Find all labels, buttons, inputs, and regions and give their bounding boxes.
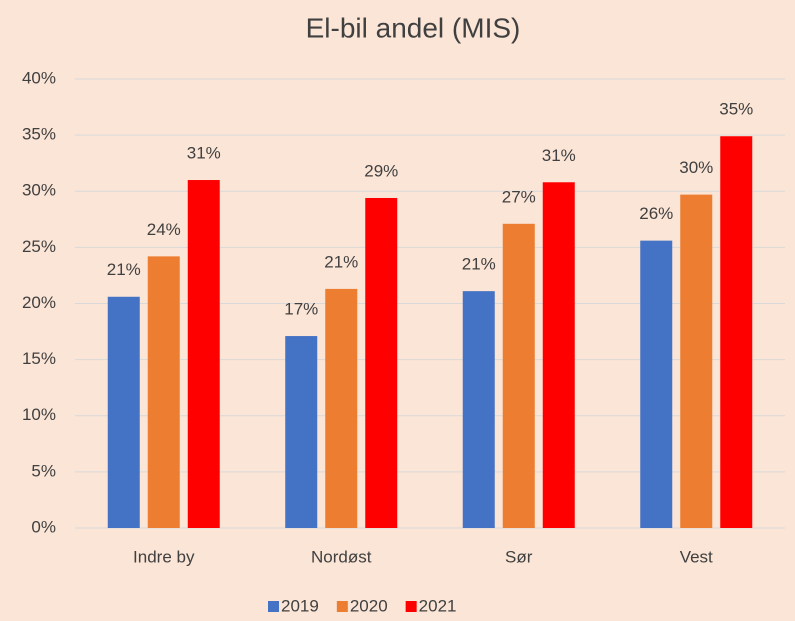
value-label: 21% xyxy=(462,255,496,274)
bar xyxy=(542,182,575,528)
value-label: 30% xyxy=(679,158,713,177)
bar xyxy=(285,336,318,528)
value-label: 17% xyxy=(284,300,318,319)
value-label: 31% xyxy=(187,144,221,163)
chart-title: El-bil andel (MIS) xyxy=(306,12,521,43)
value-label: 31% xyxy=(542,146,576,165)
bar xyxy=(147,256,180,528)
bar xyxy=(502,223,535,529)
value-label: 35% xyxy=(719,100,753,119)
bar xyxy=(720,136,753,528)
bar xyxy=(107,296,140,528)
legend-label: 2020 xyxy=(350,596,388,615)
legend-label: 2021 xyxy=(419,596,457,615)
y-tick-label: 0% xyxy=(31,517,56,536)
y-tick-label: 5% xyxy=(31,461,56,480)
y-tick-label: 25% xyxy=(22,237,56,256)
value-label: 27% xyxy=(502,187,536,206)
x-tick-label: Indre by xyxy=(133,547,195,566)
value-label: 21% xyxy=(107,260,141,279)
legend-swatch xyxy=(268,601,279,612)
legend-swatch xyxy=(405,601,417,612)
value-label: 24% xyxy=(147,220,181,239)
y-tick-label: 10% xyxy=(22,405,56,424)
bar xyxy=(462,291,495,528)
y-tick-label: 30% xyxy=(22,181,56,200)
bar xyxy=(325,288,358,528)
legend-swatch xyxy=(336,601,348,612)
value-label: 29% xyxy=(364,161,398,180)
x-tick-label: Vest xyxy=(680,547,713,566)
y-tick-label: 20% xyxy=(22,293,56,312)
value-label: 26% xyxy=(639,204,673,223)
value-label: 21% xyxy=(324,252,358,271)
x-tick-label: Sør xyxy=(505,547,533,566)
y-tick-label: 15% xyxy=(22,349,56,368)
y-tick-label: 40% xyxy=(22,68,56,87)
bar xyxy=(680,194,713,528)
bar xyxy=(187,180,220,528)
bar xyxy=(640,240,673,528)
y-tick-label: 35% xyxy=(22,125,56,144)
bar xyxy=(365,197,398,529)
legend-label: 2019 xyxy=(281,596,319,615)
x-tick-label: Nordøst xyxy=(311,547,372,566)
